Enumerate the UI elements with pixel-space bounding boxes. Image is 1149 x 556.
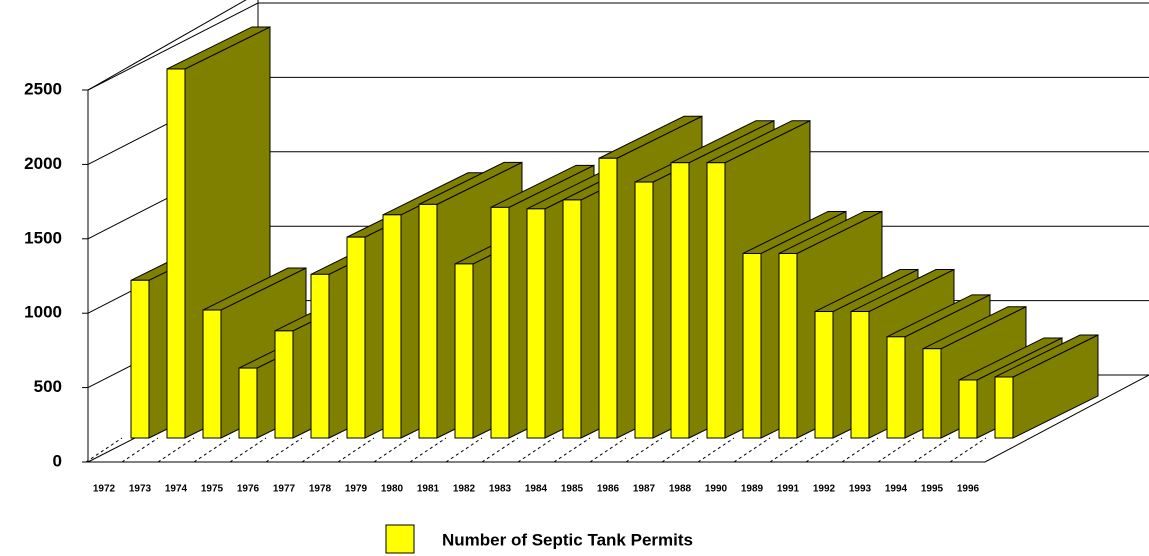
bar	[922, 348, 942, 439]
bar	[310, 273, 330, 439]
x-tick-label: 1990	[705, 484, 728, 495]
bar	[130, 279, 150, 439]
bar	[634, 181, 654, 439]
floor-divider	[589, 437, 627, 463]
legend-swatch	[385, 524, 415, 554]
bar	[238, 367, 258, 439]
x-tick-label: 1978	[309, 484, 332, 495]
bar	[670, 162, 690, 439]
bar	[202, 309, 222, 439]
x-tick-label: 1984	[525, 484, 548, 495]
floor-divider	[661, 437, 699, 463]
bar	[454, 263, 474, 439]
bar	[850, 311, 870, 439]
bar	[994, 376, 1014, 439]
x-tick-label: 1982	[453, 484, 476, 495]
floor-divider	[553, 437, 591, 463]
floor-divider	[769, 437, 807, 463]
x-tick-label: 1994	[885, 484, 908, 495]
floor-divider	[625, 437, 663, 463]
floor-divider	[121, 437, 159, 463]
x-tick-label: 1992	[813, 484, 836, 495]
floor-divider	[517, 437, 555, 463]
grid-line	[87, 2, 259, 91]
x-tick-label: 1987	[633, 484, 656, 495]
floor-divider	[481, 437, 519, 463]
floor-divider	[805, 437, 843, 463]
bar	[706, 162, 726, 439]
x-tick-label: 1972	[93, 484, 116, 495]
x-tick-label: 1988	[669, 484, 692, 495]
bars	[130, 26, 1099, 439]
floor-divider	[949, 437, 987, 463]
floor-divider	[193, 437, 231, 463]
x-tick-label: 1989	[741, 484, 764, 495]
x-tick-label: 1993	[849, 484, 872, 495]
bar	[274, 330, 294, 439]
floor-divider	[337, 437, 375, 463]
bar	[598, 157, 618, 439]
x-tick-label: 1977	[273, 484, 296, 495]
bar	[778, 252, 798, 439]
floor-divider	[373, 437, 411, 463]
y-tick-label: 1000	[24, 303, 62, 322]
floor-divider	[409, 437, 447, 463]
x-tick-label: 1983	[489, 484, 512, 495]
floor-divider	[157, 437, 195, 463]
floor-divider	[877, 437, 915, 463]
floor-divider	[85, 437, 123, 463]
bar	[526, 208, 546, 439]
x-tick-label: 1980	[381, 484, 404, 495]
y-tick-label: 2500	[24, 79, 62, 98]
x-tick-label: 1975	[201, 484, 224, 495]
bar	[742, 252, 762, 439]
x-tick-label: 1974	[165, 484, 188, 495]
x-tick-label: 1976	[237, 484, 260, 495]
y-tick-label: 0	[53, 451, 62, 470]
x-tick-label: 1981	[417, 484, 440, 495]
y-tick-label: 2000	[24, 154, 62, 173]
x-tick-label: 1986	[597, 484, 620, 495]
floor-divider	[697, 437, 735, 463]
floor-divider	[301, 437, 339, 463]
bar	[382, 214, 402, 439]
x-tick-label: 1995	[921, 484, 944, 495]
y-tick-label: 500	[34, 377, 62, 396]
bar	[814, 311, 834, 439]
floor-divider	[913, 437, 951, 463]
floor-divider	[733, 437, 771, 463]
y-tick-label: 1500	[24, 228, 62, 247]
bar	[958, 379, 978, 439]
floor-divider	[229, 437, 267, 463]
x-tick-label: 1973	[129, 484, 152, 495]
bar	[346, 236, 366, 439]
bar	[166, 68, 186, 439]
x-tick-label: 1979	[345, 484, 368, 495]
legend-label: Number of Septic Tank Permits	[442, 530, 693, 549]
bar	[562, 199, 582, 439]
x-tick-label: 1985	[561, 484, 584, 495]
floor-divider	[841, 437, 879, 463]
bar	[418, 203, 438, 439]
x-tick-label: 1991	[777, 484, 800, 495]
bar	[490, 206, 510, 439]
floor-divider	[445, 437, 483, 463]
x-tick-label: 1996	[957, 484, 980, 495]
floor-divider	[265, 437, 303, 463]
bar	[886, 336, 906, 439]
